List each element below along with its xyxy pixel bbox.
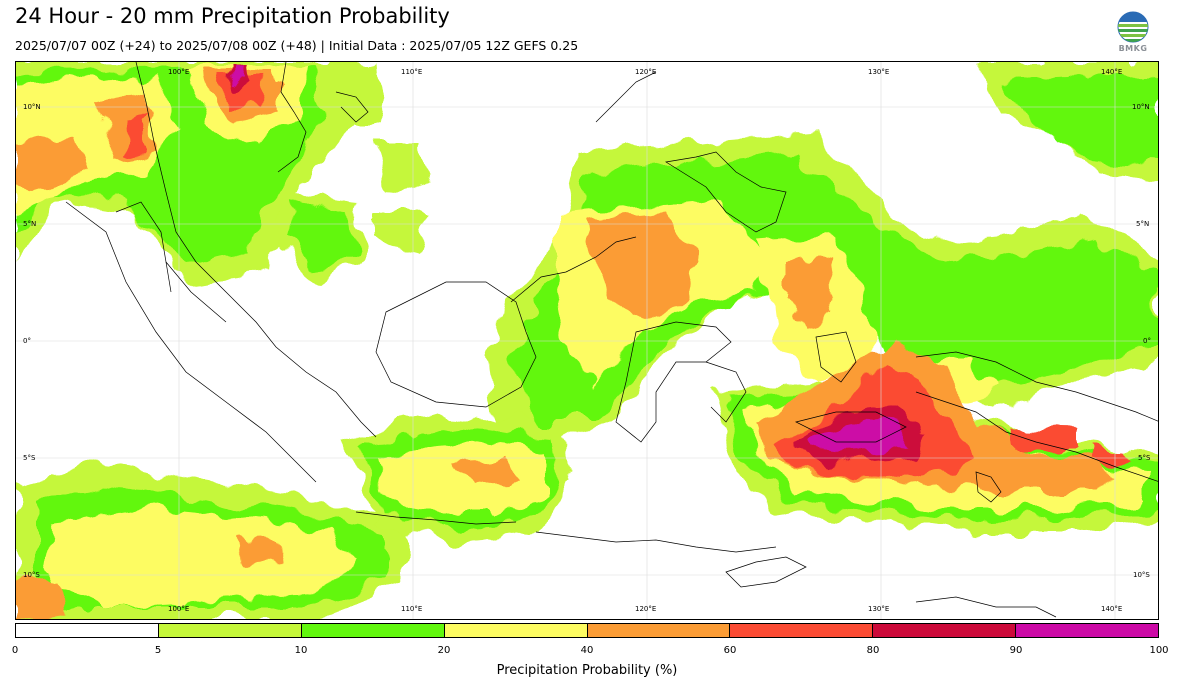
lat-label-right-5n: 5°N: [1136, 220, 1150, 228]
colorbar: [15, 623, 1159, 638]
colorbar-tick-label: 5: [154, 645, 162, 656]
colorbar-tick-label: 40: [580, 645, 594, 656]
colorbar-title: Precipitation Probability (%): [496, 663, 678, 678]
colorbar-segment: [1015, 624, 1158, 637]
colorbar-tick-label: 20: [437, 645, 451, 656]
chart-title: 24 Hour - 20 mm Precipitation Probabilit…: [15, 4, 450, 28]
logo-text: BMKG: [1118, 44, 1148, 53]
lon-label-top-140: 140°E: [1101, 68, 1123, 76]
colorbar-tick-label: 100: [1149, 645, 1169, 656]
lat-label-right-10n: 10°N: [1132, 103, 1150, 111]
lon-label-bottom-130: 130°E: [868, 605, 890, 613]
colorbar-tick-label: 90: [1009, 645, 1023, 656]
lon-label-top-130: 130°E: [868, 68, 890, 76]
bmkg-logo: [1117, 11, 1149, 43]
lon-label-bottom-100: 100°E: [168, 605, 190, 613]
lon-label-top-110: 110°E: [401, 68, 423, 76]
lat-label-left-5n: 5°N: [23, 220, 37, 228]
lat-label-right-10s: 10°S: [1133, 571, 1150, 579]
colorbar-segment: [16, 624, 158, 637]
colorbar-segment: [300, 624, 444, 637]
chart-subtitle: 2025/07/07 00Z (+24) to 2025/07/08 00Z (…: [15, 38, 579, 53]
graticule: [16, 62, 1158, 619]
map-canvas: [16, 62, 1158, 619]
lon-label-bottom-110: 110°E: [401, 605, 423, 613]
lat-label-left-0: 0°: [23, 337, 31, 345]
colorbar-tick-label: 60: [723, 645, 737, 656]
lat-label-left-10n: 10°N: [23, 103, 41, 111]
lon-label-top-120: 120°E: [635, 68, 657, 76]
lon-label-bottom-140: 140°E: [1101, 605, 1123, 613]
lon-label-top-100: 100°E: [168, 68, 190, 76]
lat-label-right-0: 0°: [1143, 337, 1151, 345]
lon-label-bottom-120: 120°E: [635, 605, 657, 613]
colorbar-segment: [586, 624, 730, 637]
precipitation-map: 100°E 110°E 120°E 130°E 140°E 100°E 110°…: [15, 61, 1159, 620]
colorbar-tick-label: 80: [866, 645, 880, 656]
colorbar-tick-label: 0: [11, 645, 19, 656]
lat-label-left-10s: 10°S: [23, 571, 40, 579]
colorbar-segment: [443, 624, 587, 637]
lat-label-right-5s: 5°S: [1138, 454, 1151, 462]
colorbar-tick-label: 10: [294, 645, 308, 656]
colorbar-segment: [157, 624, 301, 637]
probability-shading: [16, 62, 1158, 619]
colorbar-segment: [729, 624, 873, 637]
colorbar-segment: [872, 624, 1016, 637]
coastlines: [65, 62, 1158, 618]
lat-label-left-5s: 5°S: [23, 454, 36, 462]
